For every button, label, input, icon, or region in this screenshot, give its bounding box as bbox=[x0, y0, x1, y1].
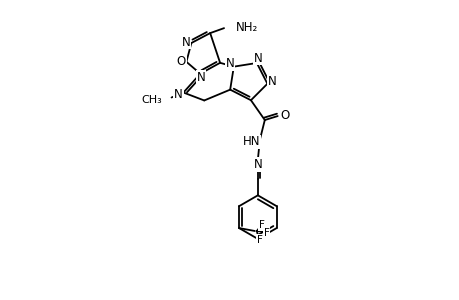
Text: F: F bbox=[256, 235, 262, 245]
Text: N: N bbox=[174, 88, 183, 101]
Text: N: N bbox=[182, 35, 190, 49]
Text: O: O bbox=[176, 55, 186, 68]
Text: N: N bbox=[196, 71, 205, 84]
Text: N: N bbox=[268, 75, 276, 88]
Text: N: N bbox=[253, 158, 262, 171]
Text: HN: HN bbox=[243, 135, 260, 148]
Text: N: N bbox=[253, 52, 262, 64]
Text: N: N bbox=[225, 57, 234, 70]
Text: CH₃: CH₃ bbox=[140, 95, 161, 106]
Text: NH₂: NH₂ bbox=[235, 21, 257, 34]
Text: O: O bbox=[280, 109, 289, 122]
Text: F: F bbox=[258, 220, 264, 230]
Text: F: F bbox=[263, 228, 269, 238]
